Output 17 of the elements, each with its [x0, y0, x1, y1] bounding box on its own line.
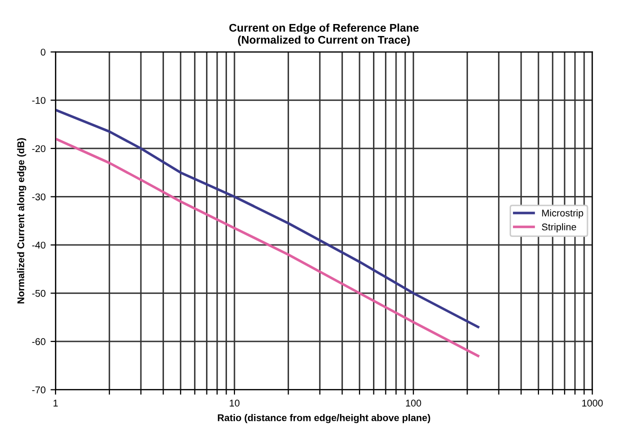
y-tick-label: 0: [40, 48, 46, 56]
y-tick-label: -10: [32, 96, 46, 104]
y-tick-label: -70: [32, 386, 46, 394]
legend-label: Microstrip: [542, 209, 584, 218]
y-axis-title: Normalized Current along edge (dB): [17, 138, 26, 304]
y-tick-label: -20: [32, 145, 46, 152]
y-tick-label: -60: [32, 338, 46, 346]
chart-title: Current on Edge of Reference Plane (Normalized to Current on Trace): [229, 24, 419, 46]
x-tick-label: 1: [54, 400, 58, 406]
x-tick-label: 10: [230, 400, 240, 407]
y-tick-label: -40: [32, 242, 46, 249]
y-tick-label: -30: [32, 193, 46, 200]
x-axis-title: Ratio (distance from edge/height above plane): [218, 414, 430, 424]
x-tick-label: 1000: [582, 400, 603, 407]
x-tick-label: 100: [406, 400, 422, 407]
legend-label: Stripline: [542, 223, 576, 232]
y-tick-label: -50: [32, 290, 46, 297]
